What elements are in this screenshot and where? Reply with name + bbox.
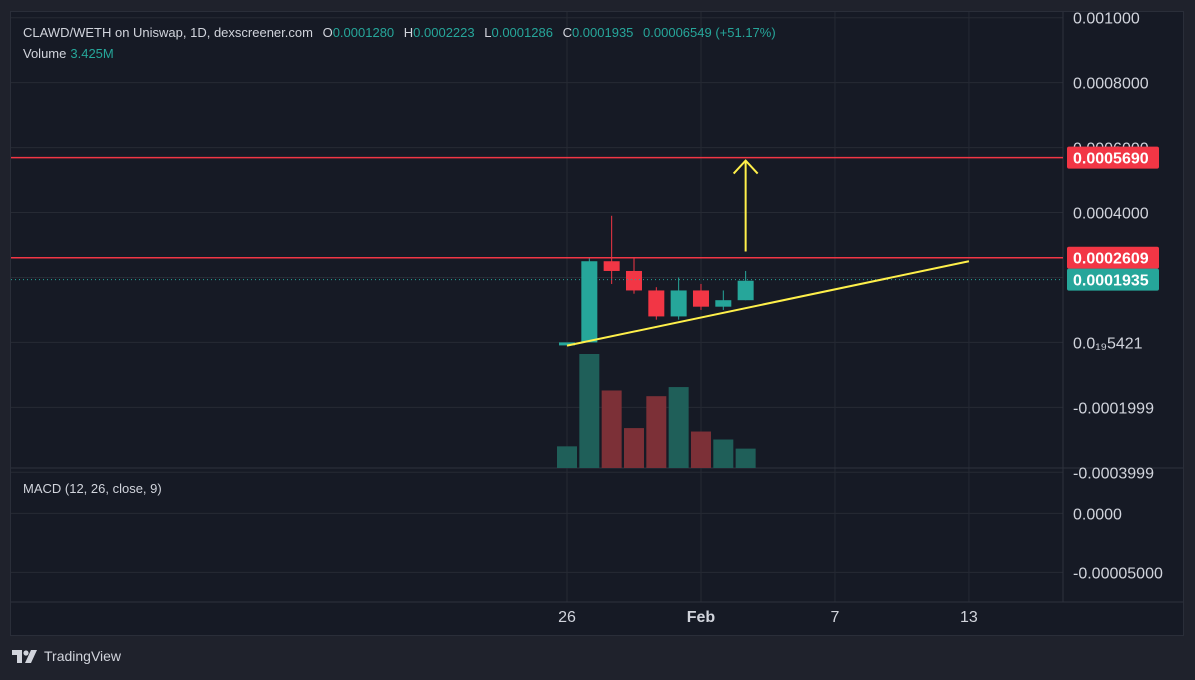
volume-bar (646, 396, 667, 468)
chart-frame[interactable]: 0.0010000.00080000.00060000.00040000.000… (10, 11, 1184, 636)
candle-body (648, 290, 665, 317)
volume-label: Volume (23, 46, 67, 61)
volume-bar (557, 446, 577, 468)
volume-legend: Volume 3.425M (23, 46, 114, 61)
volume-bar (601, 390, 622, 468)
target-arrow-head (732, 159, 759, 175)
change-value: 0.00006549 (+51.17%) (643, 25, 776, 40)
price-tick-label: 0.0008000 (1073, 76, 1149, 93)
resistance-price-badge: 0.0005690 (1073, 151, 1149, 168)
current-price-badge: 0.0001935 (1073, 273, 1149, 290)
volume-value: 3.425M (70, 46, 114, 61)
price-tick-label: -0.0003999 (1073, 465, 1154, 482)
chart-canvas[interactable]: 0.0010000.00080000.00060000.00040000.000… (11, 12, 1184, 636)
candle-body (603, 261, 620, 271)
low-value: 0.0001286 (491, 25, 553, 40)
high-label: H (403, 25, 414, 40)
volume-bar (579, 354, 600, 468)
candle-body (715, 300, 732, 307)
price-tick-label: -0.0001999 (1073, 400, 1154, 417)
high-value: 0.0002223 (413, 25, 475, 40)
tradingview-branding[interactable]: TradingView (12, 648, 121, 664)
chart-title: CLAWD/WETH on Uniswap, 1D, dexscreener.c… (23, 25, 313, 40)
open-value: 0.0001280 (332, 25, 395, 40)
price-tick-label: 0.0₁₉5421 (1073, 335, 1143, 352)
tradingview-logo-icon (12, 648, 38, 664)
open-label: O (322, 25, 333, 40)
time-tick-label: 7 (831, 609, 840, 626)
current-price-badge-bg (1067, 268, 1159, 291)
time-tick-label: 13 (960, 609, 978, 626)
volume-bar (713, 439, 734, 468)
volume-bar (690, 431, 711, 468)
resistance-price-badge-bg (1067, 146, 1159, 169)
price-tick-label: 0.0004000 (1073, 206, 1149, 223)
resistance-price-badge: 0.0002609 (1073, 251, 1149, 268)
macd-legend: MACD (12, 26, close, 9) (23, 481, 162, 496)
candle-body (737, 280, 754, 301)
candle-body (625, 270, 642, 291)
volume-bar (623, 428, 644, 468)
volume-bar (735, 448, 756, 468)
close-label: C (562, 25, 572, 40)
time-tick-label: Feb (687, 609, 716, 626)
resistance-price-badge-bg (1067, 246, 1159, 269)
candle-body (581, 261, 598, 343)
trendline (566, 260, 970, 347)
tradingview-label: TradingView (44, 648, 122, 664)
candle-body (559, 342, 575, 346)
time-tick-label: 26 (558, 609, 576, 626)
macd-tick-label: -0.00005000 (1073, 565, 1163, 582)
price-tick-label: 0.001000 (1073, 12, 1140, 28)
chart-legend: CLAWD/WETH on Uniswap, 1D, dexscreener.c… (23, 25, 776, 40)
close-value: 0.0001935 (571, 25, 634, 40)
macd-tick-label: 0.0000 (1073, 506, 1122, 523)
candle-body (692, 290, 709, 307)
candle-body (670, 290, 687, 317)
volume-bar (668, 387, 689, 468)
low-label: L (484, 25, 492, 40)
